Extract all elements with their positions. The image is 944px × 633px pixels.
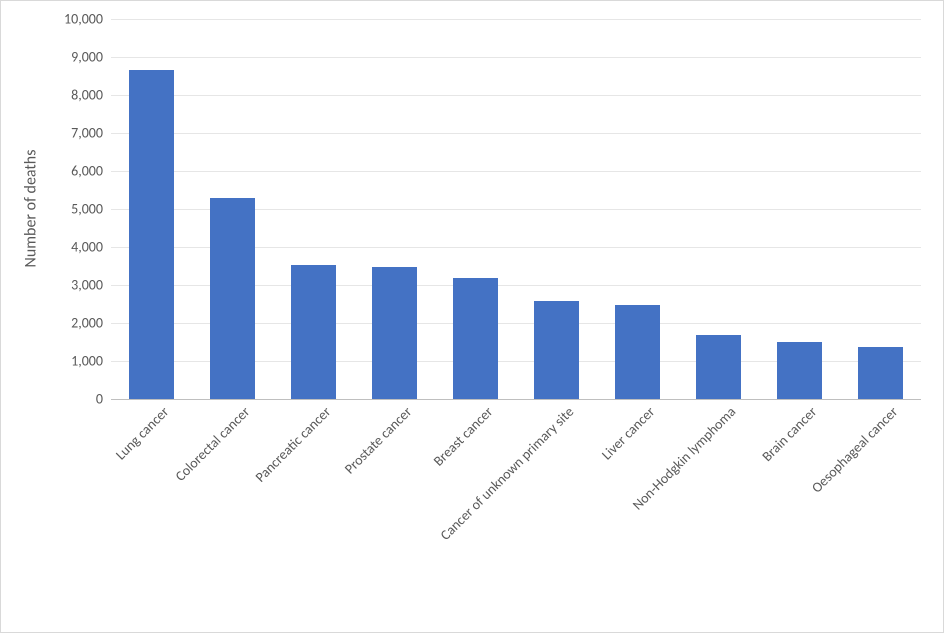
bar [696,335,741,399]
bar [291,265,336,399]
y-tick-label: 2,000 [71,315,111,332]
y-tick-label: 8,000 [71,87,111,104]
bar [372,267,417,399]
bar [534,301,579,399]
bar [210,198,255,399]
y-tick-label: 3,000 [71,277,111,294]
y-tick-label: 1,000 [71,353,111,370]
bar [129,70,174,399]
y-tick-label: 0 [96,391,111,408]
gridline [111,171,921,172]
y-axis-title: Number of deaths [22,109,41,309]
y-tick-label: 7,000 [71,125,111,142]
bar [858,347,903,399]
gridline [111,19,921,20]
gridline [111,57,921,58]
gridline [111,133,921,134]
y-tick-label: 5,000 [71,201,111,218]
bar [777,342,822,399]
y-tick-label: 9,000 [71,49,111,66]
y-tick-label: 4,000 [71,239,111,256]
chart-frame: Number of deaths 01,0002,0003,0004,0005,… [0,0,944,633]
bar [615,305,660,399]
bar [453,278,498,399]
y-tick-label: 10,000 [64,11,111,28]
y-tick-label: 6,000 [71,163,111,180]
plot-area: 01,0002,0003,0004,0005,0006,0007,0008,00… [111,19,921,399]
gridline [111,95,921,96]
